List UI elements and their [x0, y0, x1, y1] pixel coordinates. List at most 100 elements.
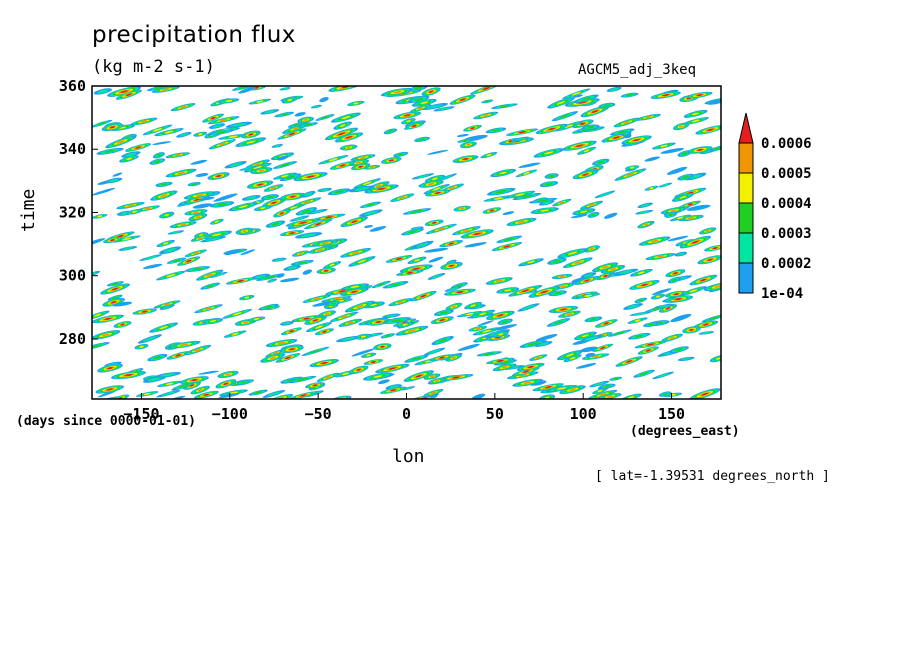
precip-cell: [496, 235, 523, 243]
precip-cell: [393, 151, 409, 157]
precip-contour: [357, 259, 367, 264]
precip-contour: [190, 159, 208, 165]
y-tick-label: 320: [59, 203, 86, 221]
precip-contour: [691, 240, 699, 244]
precip-cell: [382, 313, 401, 319]
precip-cell: [329, 161, 356, 170]
precip-contour: [340, 315, 348, 319]
precip-contour: [566, 313, 573, 316]
precip-contour: [420, 101, 429, 105]
precip-contour: [110, 239, 115, 242]
precip-contour: [341, 337, 356, 341]
precip-contour: [655, 295, 661, 298]
precip-cell: [247, 316, 266, 322]
precip-contour: [112, 172, 123, 177]
precip-contour: [371, 361, 376, 363]
precip-cell: [311, 239, 339, 247]
precip-contour: [351, 251, 360, 255]
precip-cell: [149, 322, 179, 333]
precip-cell: [112, 172, 123, 177]
precip-contour: [462, 158, 469, 161]
precip-cell: [339, 144, 358, 151]
precip-contour: [285, 356, 291, 360]
precip-contour: [517, 220, 526, 224]
precip-contour: [452, 376, 460, 379]
precip-contour: [142, 310, 148, 313]
precip-cell: [564, 98, 600, 107]
precip-contour: [289, 348, 295, 351]
precip-contour: [108, 178, 119, 183]
precip-cell: [279, 230, 305, 237]
precip-cell: [380, 333, 395, 339]
precip-cell: [677, 214, 704, 222]
precip-contour: [198, 133, 203, 136]
precip-contour: [416, 174, 430, 179]
precip-cell: [573, 94, 583, 98]
precip-contour: [612, 377, 619, 380]
precip-contour: [715, 357, 721, 360]
precip-contour: [613, 136, 620, 139]
precip-contour: [629, 166, 635, 169]
precip-cell: [241, 195, 261, 201]
precip-contour: [324, 269, 329, 272]
precip-cell: [315, 114, 335, 121]
precip-contour: [703, 323, 709, 326]
precip-cell: [538, 200, 555, 206]
precip-cell: [341, 283, 369, 291]
precip-cell: [456, 134, 469, 137]
precip-contour: [589, 247, 594, 250]
precip-contour: [609, 268, 617, 271]
precip-contour: [564, 124, 574, 128]
precip-cell: [137, 334, 163, 344]
precip-cell: [248, 98, 271, 105]
precip-cell: [190, 385, 210, 395]
precip-contour: [238, 86, 256, 94]
precip-cell: [629, 280, 660, 290]
precip-contour: [660, 144, 668, 148]
precip-cell: [497, 318, 513, 325]
precip-contour: [714, 285, 721, 288]
precip-cell: [250, 273, 271, 280]
precip-cell: [573, 94, 599, 104]
precip-cell: [667, 235, 689, 242]
precip-cell: [580, 346, 598, 353]
precip-contour: [289, 232, 295, 235]
precip-contour: [369, 303, 378, 306]
precip-cell: [684, 172, 707, 181]
precip-contour: [321, 242, 329, 245]
precip-contour: [245, 196, 257, 200]
precip-contour: [366, 203, 375, 207]
precip-contour: [449, 186, 456, 190]
precip-contour: [300, 394, 307, 397]
precip-cell: [580, 272, 597, 279]
precip-contour: [375, 321, 382, 323]
precip-cell: [670, 313, 692, 323]
precip-cell: [360, 352, 377, 358]
precip-contour: [256, 100, 264, 103]
precip-cell: [563, 354, 582, 363]
precip-cell: [363, 164, 381, 170]
precip-contour: [320, 362, 328, 365]
precip-contour: [701, 331, 711, 334]
precip-contour: [673, 293, 679, 296]
chart-title: precipitation flux: [92, 22, 296, 48]
precip-contour: [591, 110, 599, 113]
precip-contour: [627, 396, 635, 399]
precip-cell: [424, 247, 449, 253]
x-tick-label: −50: [305, 405, 332, 423]
precip-contour: [651, 288, 672, 296]
precip-contour: [404, 386, 412, 390]
precip-contour: [417, 107, 424, 110]
precip-contour: [448, 260, 455, 264]
precip-cell: [382, 317, 412, 324]
precip-contour: [299, 221, 307, 224]
x-tick-label: 100: [570, 405, 597, 423]
precip-contour: [540, 290, 548, 294]
precip-contour: [431, 274, 442, 279]
precip-cell: [629, 311, 652, 316]
precip-cell: [334, 132, 364, 143]
precip-contour: [192, 252, 199, 255]
precip-cell: [106, 281, 124, 287]
precip-contour: [634, 334, 644, 338]
precip-cell: [598, 102, 616, 109]
